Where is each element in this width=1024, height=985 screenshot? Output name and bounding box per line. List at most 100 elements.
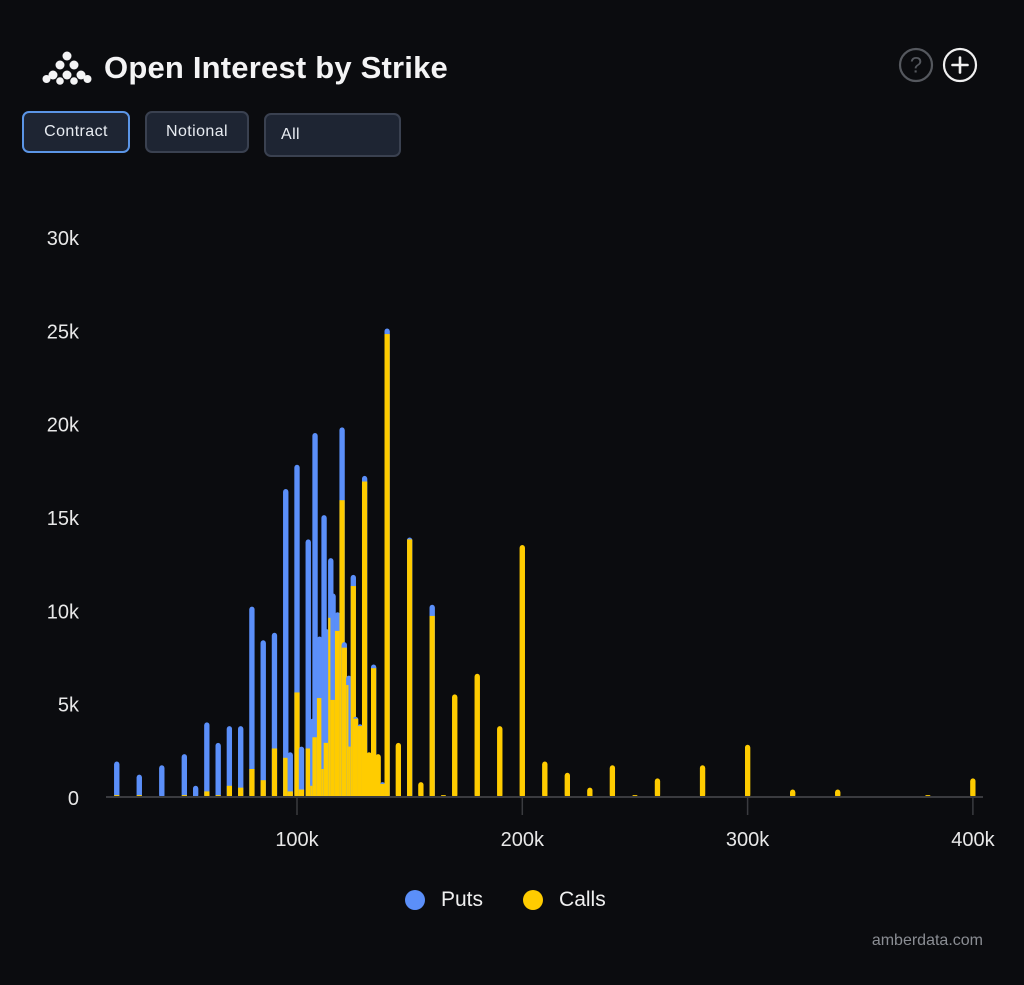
bar-stack[interactable]	[204, 722, 210, 797]
bar-stack[interactable]	[380, 782, 386, 797]
bar-body	[312, 435, 318, 797]
chart-header: Open Interest by Strike	[42, 50, 448, 86]
bar-stack[interactable]	[452, 694, 458, 797]
bar-body	[294, 467, 300, 797]
bar-stack[interactable]	[305, 539, 311, 797]
contract-toggle-button[interactable]: Contract	[22, 111, 130, 153]
bar-stack[interactable]	[249, 606, 255, 797]
expiry-select[interactable]: All	[264, 113, 401, 157]
bar-stack[interactable]	[835, 789, 841, 797]
bar-body	[474, 676, 480, 797]
bar-body	[366, 754, 372, 797]
bar-stack[interactable]	[384, 328, 390, 797]
bar-stack[interactable]	[283, 489, 289, 797]
calls-bar-segment	[287, 791, 293, 797]
bar-stack[interactable]	[407, 537, 413, 797]
y-axis: 0 5k 10k 15k 20k 25k 30k	[47, 228, 80, 810]
calls-bar-segment	[294, 692, 300, 797]
bar-stack[interactable]	[312, 433, 318, 797]
bar-stack[interactable]	[294, 464, 300, 797]
bar-stack[interactable]	[260, 640, 266, 797]
bar-stack[interactable]	[357, 724, 363, 797]
bar-body	[226, 728, 233, 797]
calls-bar-segment	[238, 787, 244, 797]
bar-stack[interactable]	[654, 778, 661, 797]
calls-bar-segment	[380, 783, 386, 797]
bar-stack[interactable]	[334, 612, 341, 797]
bar-stack[interactable]	[159, 765, 165, 797]
bar-stack[interactable]	[699, 765, 706, 797]
bar-stack[interactable]	[271, 632, 278, 797]
bar-stack[interactable]	[330, 593, 336, 797]
bar-stack[interactable]	[193, 785, 199, 797]
question-circle-icon[interactable]: ?	[898, 47, 934, 83]
calls-bar-segment	[357, 726, 363, 797]
calls-bar-segment	[350, 586, 356, 797]
bar-body	[260, 642, 266, 797]
y-tick-label: 25k	[47, 321, 80, 343]
bar-body	[238, 728, 244, 797]
bar-stack[interactable]	[371, 664, 377, 797]
bar-stack[interactable]	[226, 726, 233, 797]
bar-stack[interactable]	[316, 636, 323, 797]
calls-bar-segment	[312, 737, 318, 797]
bar-stack[interactable]	[114, 761, 120, 797]
notional-toggle-button[interactable]: Notional	[145, 111, 249, 153]
bar-body	[609, 767, 616, 797]
bar-body	[452, 696, 458, 797]
bar-stack[interactable]	[609, 765, 616, 797]
legend-item-calls[interactable]: Calls	[523, 888, 606, 912]
bar-stack[interactable]	[238, 726, 244, 797]
bar-stack[interactable]	[287, 752, 293, 797]
bar-body	[136, 777, 142, 797]
bar-stack[interactable]	[136, 774, 142, 797]
bar-body	[215, 745, 221, 797]
bar-stack[interactable]	[970, 778, 976, 797]
svg-text:?: ?	[910, 53, 922, 78]
calls-bar-segment	[341, 647, 347, 797]
bar-stack[interactable]	[587, 787, 593, 797]
calls-bar-segment	[352, 718, 359, 797]
plus-circle-icon[interactable]	[942, 47, 978, 83]
bar-stack[interactable]	[341, 642, 347, 797]
x-axis: 100k 200k 300k 400k	[275, 797, 996, 851]
bar-body	[204, 724, 210, 797]
y-tick-label: 15k	[47, 508, 80, 530]
y-tick-label: 10k	[47, 601, 80, 623]
x-tick-label: 300k	[726, 829, 770, 851]
calls-bar-segment	[371, 668, 377, 797]
bar-stack[interactable]	[395, 742, 401, 797]
calls-bar-segment	[271, 748, 278, 797]
bar-stack[interactable]	[366, 752, 372, 797]
puts-swatch-icon	[405, 890, 425, 910]
bar-stack[interactable]	[215, 742, 221, 797]
bar-body	[654, 780, 661, 797]
bar-stack[interactable]	[564, 772, 570, 797]
bar-stack[interactable]	[497, 726, 503, 797]
bar-stack[interactable]	[375, 754, 381, 797]
bar-stack[interactable]	[474, 673, 480, 797]
bar-stack[interactable]	[323, 629, 329, 797]
y-tick-label: 5k	[58, 695, 80, 717]
bar-stack[interactable]	[298, 746, 305, 797]
bar-body	[283, 491, 289, 797]
y-tick-label: 20k	[47, 415, 80, 437]
bar-stack[interactable]	[745, 744, 751, 797]
bar-stack[interactable]	[519, 545, 525, 797]
bar-stack[interactable]	[418, 782, 424, 797]
legend-item-puts[interactable]: Puts	[405, 888, 483, 912]
bar-stack[interactable]	[429, 604, 435, 797]
bar-body	[114, 764, 120, 797]
bar-stack[interactable]	[181, 754, 187, 797]
bar-body	[835, 792, 841, 797]
bar-stack[interactable]	[542, 761, 548, 797]
bar-stack[interactable]	[361, 475, 368, 797]
calls-bar-segment	[249, 769, 255, 797]
calls-bar-segment	[323, 742, 329, 797]
calls-bar-segment	[429, 615, 435, 797]
bar-stack[interactable]	[790, 789, 796, 797]
bar-series	[114, 328, 976, 797]
bar-body	[159, 767, 165, 797]
calls-bar-segment	[316, 698, 323, 797]
bar-stack[interactable]	[352, 716, 359, 797]
